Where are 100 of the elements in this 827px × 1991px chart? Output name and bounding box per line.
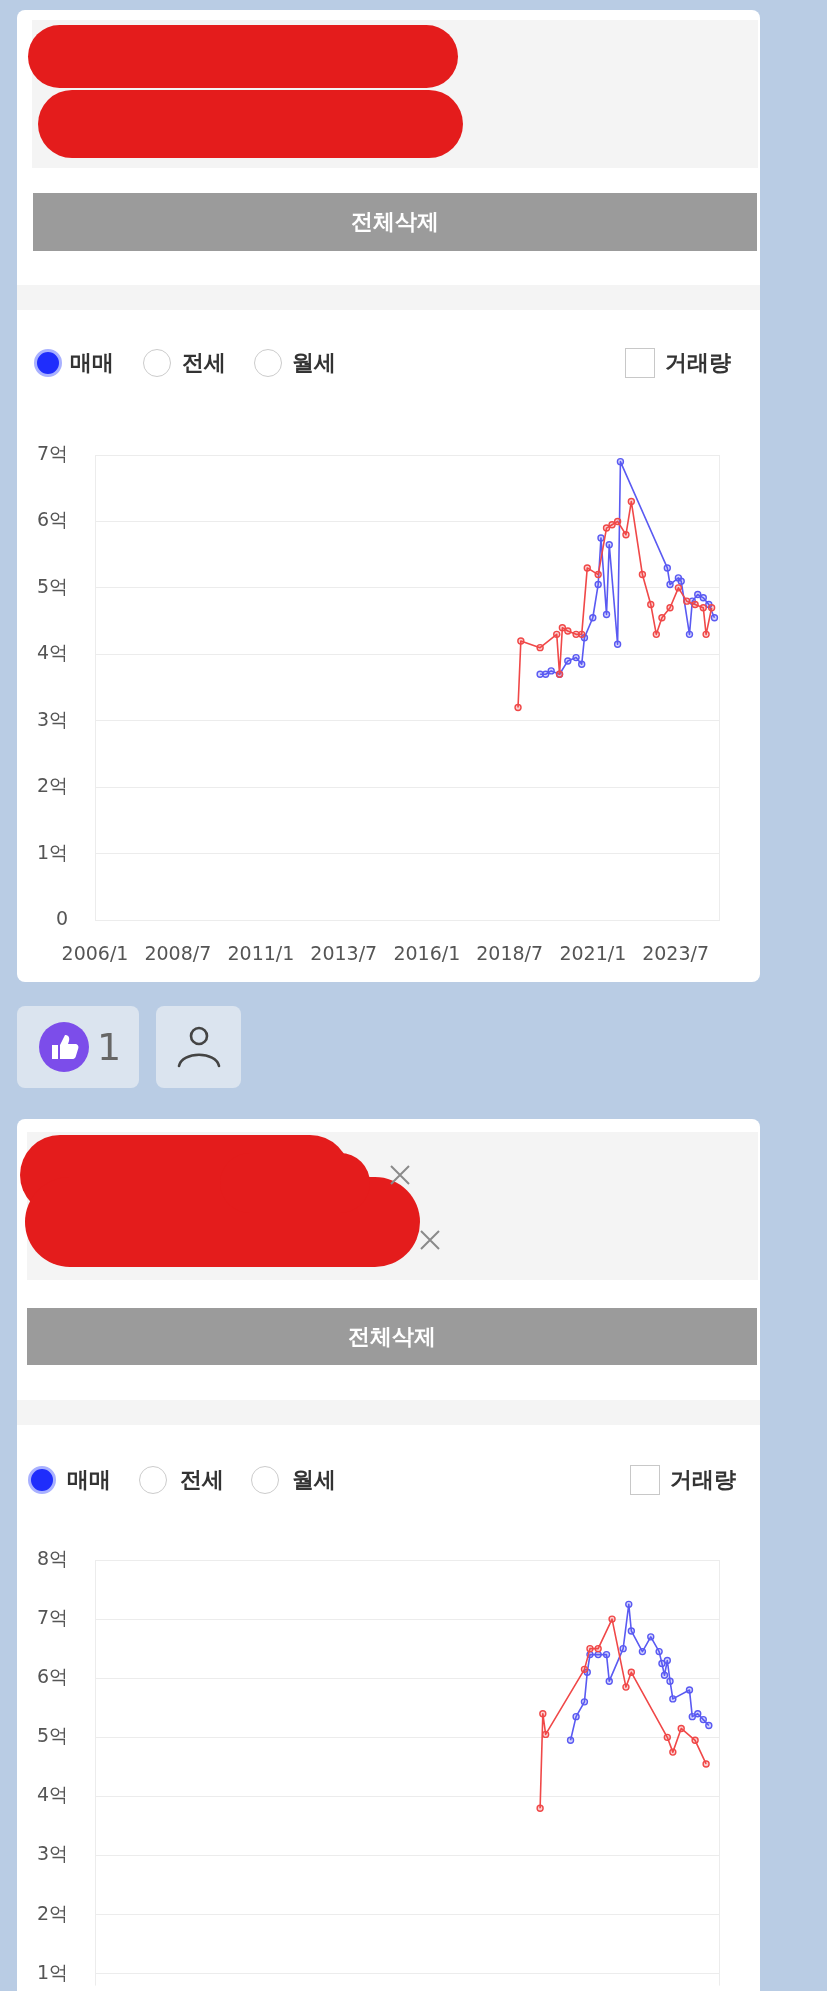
text: 거래량 (670, 1466, 736, 1494)
button: 전체삭제 (33, 193, 757, 251)
like-button: 1 (17, 1006, 139, 1088)
point (547, 667, 555, 675)
point (514, 703, 522, 712)
y-tick-label: 5억 (36, 574, 68, 597)
point (517, 637, 525, 645)
x-tick-label: 2013/7 (310, 942, 378, 965)
y-tick-label: 5억 (36, 1724, 68, 1747)
point (710, 614, 719, 622)
point (580, 1698, 589, 1706)
point (627, 1627, 636, 1635)
point (536, 643, 544, 652)
point (627, 1668, 636, 1677)
text: 월세 (292, 349, 336, 377)
point (605, 540, 613, 549)
point (564, 657, 572, 665)
x-tick-label: 2011/1 (227, 942, 295, 965)
point (553, 630, 561, 639)
point (658, 614, 666, 622)
point (536, 670, 544, 678)
point (583, 564, 591, 572)
y-tick-label: 6억 (36, 508, 68, 531)
x-tick-label: 2018/7 (476, 942, 544, 965)
point (652, 630, 661, 639)
text: 매매 (70, 349, 114, 377)
point (602, 610, 611, 619)
point (666, 1677, 674, 1685)
point (699, 594, 707, 602)
point (669, 1748, 677, 1756)
point (691, 1736, 699, 1744)
point (619, 1644, 627, 1653)
point (594, 1650, 602, 1659)
point (685, 630, 694, 639)
y-tick-label: 0 (55, 906, 68, 929)
point (605, 1677, 613, 1685)
point (572, 630, 580, 639)
y-tick-label: 2억 (36, 774, 68, 797)
point (683, 597, 691, 605)
point (564, 627, 572, 635)
x-tick-label: 2021/1 (559, 942, 627, 965)
point (594, 570, 602, 579)
point (688, 1712, 696, 1721)
point (572, 1712, 580, 1721)
point (625, 1600, 633, 1609)
y-tick-label: 4억 (36, 641, 68, 664)
point (658, 1659, 666, 1668)
point (616, 457, 625, 466)
point (602, 1650, 611, 1659)
x-tick-label: 2023/7 (642, 942, 709, 965)
point (694, 590, 702, 599)
y-tick-label: 7억 (36, 1606, 68, 1629)
point (663, 564, 671, 572)
point (669, 1695, 677, 1703)
button: 전체삭제 (27, 1308, 757, 1365)
point (541, 670, 550, 678)
y-tick-label: 6억 (36, 1665, 68, 1688)
point (578, 660, 586, 668)
point (589, 614, 597, 622)
point (691, 600, 699, 609)
point (622, 1683, 630, 1691)
y-tick-label: 3억 (36, 707, 68, 730)
x-tick-label: 2016/1 (393, 942, 461, 965)
point (586, 1644, 594, 1653)
point (685, 1686, 694, 1694)
point (707, 604, 716, 612)
point (539, 1709, 547, 1718)
point (572, 653, 580, 662)
y-tick-label: 1억 (36, 840, 68, 863)
point (627, 497, 636, 506)
point (594, 1644, 602, 1653)
point (702, 1760, 710, 1768)
point (699, 1715, 707, 1724)
text: 거래량 (665, 349, 731, 377)
point (638, 570, 647, 579)
point (702, 630, 710, 639)
point (647, 1633, 655, 1641)
point (608, 1615, 616, 1623)
point (694, 1709, 702, 1718)
point (705, 1721, 713, 1730)
point (608, 521, 616, 529)
point (638, 1647, 647, 1656)
point (674, 584, 683, 592)
point (655, 1647, 663, 1656)
point (660, 1671, 669, 1679)
y-tick-label: 1억 (36, 1960, 68, 1983)
point (699, 604, 707, 612)
y-tick-label: 2억 (36, 1901, 68, 1924)
point (663, 1733, 671, 1742)
x-tick-label: 2006/1 (61, 942, 129, 965)
point (536, 1804, 544, 1812)
text: 전세 (182, 349, 226, 377)
y-tick-label: 3억 (36, 1842, 68, 1865)
point (666, 580, 674, 589)
point (602, 524, 611, 532)
point (558, 624, 567, 632)
x-tick-label: 2008/7 (144, 942, 212, 965)
point (622, 531, 630, 539)
y-tick-label: 8억 (36, 1546, 68, 1569)
point (597, 534, 605, 542)
